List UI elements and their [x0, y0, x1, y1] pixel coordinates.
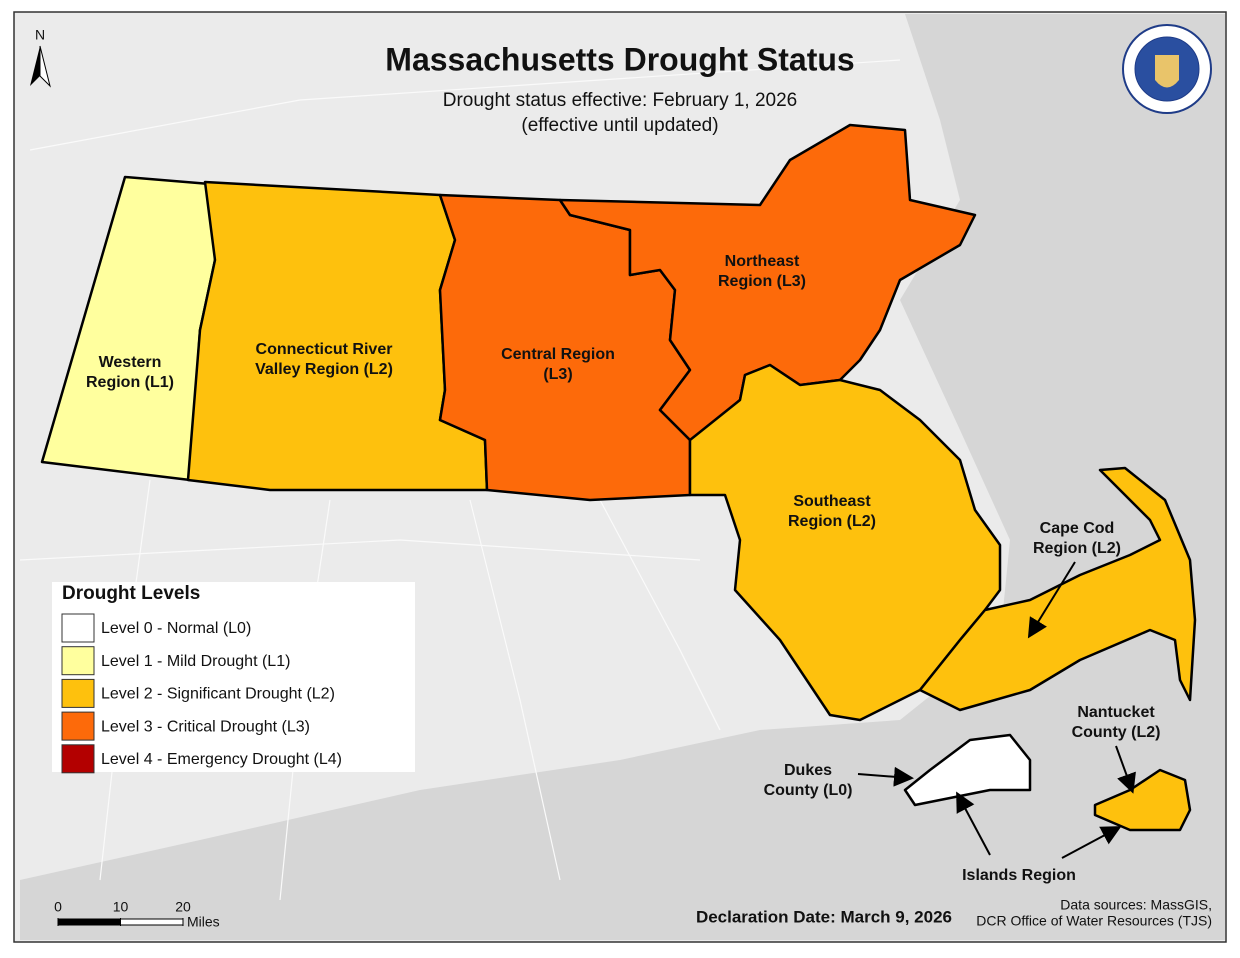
- region-label: Dukes: [784, 762, 832, 779]
- subtitle: (effective until updated): [521, 115, 718, 136]
- legend-label: Level 1 - Mild Drought (L1): [101, 653, 290, 670]
- arrow: [1061, 826, 1122, 859]
- region-label: Valley Region (L2): [255, 361, 393, 378]
- region-label: Region (L2): [1033, 540, 1121, 557]
- scale-segment: [120, 918, 184, 926]
- legend-swatch: [61, 744, 95, 774]
- data-sources: DCR Office of Water Resources (TJS): [976, 913, 1212, 929]
- southeast-region: [688, 363, 1002, 722]
- legend-label: Level 4 - Emergency Drought (L4): [101, 751, 342, 768]
- dukes-county: [903, 733, 1032, 807]
- region-label: Region (L1): [86, 374, 174, 391]
- scale-tick-label: 0: [54, 899, 62, 915]
- arrow: [857, 766, 914, 787]
- state-seal: [1122, 24, 1212, 114]
- legend-label: Level 0 - Normal (L0): [101, 620, 251, 637]
- region-label: Western: [99, 354, 162, 371]
- title: Massachusetts Drought Status: [385, 41, 854, 77]
- legend-label: Level 3 - Critical Drought (L3): [101, 718, 310, 735]
- legend-label: Level 2 - Significant Drought (L2): [101, 686, 335, 703]
- region-label: Region (L2): [788, 513, 876, 530]
- region-label: Nantucket: [1077, 704, 1155, 721]
- subtitle: Drought status effective: February 1, 20…: [443, 90, 798, 111]
- arrow: [956, 791, 991, 856]
- legend-swatch: [61, 646, 95, 676]
- scale-segment: [57, 918, 121, 926]
- region-label: Central Region: [501, 346, 615, 363]
- region-label: (L3): [543, 366, 572, 383]
- arrow: [1027, 561, 1076, 639]
- legend-swatch: [61, 678, 95, 708]
- islands-label: Islands Region: [962, 867, 1076, 884]
- data-sources: Data sources: MassGIS,: [1060, 897, 1212, 913]
- arrow: [1115, 745, 1136, 794]
- north-arrow: [39, 45, 51, 88]
- region-label: Connecticut River: [256, 341, 393, 358]
- region-label: Southeast: [793, 493, 871, 510]
- scale-tick-label: 20: [175, 899, 191, 915]
- legend-box: [52, 582, 415, 772]
- region-label: Region (L3): [718, 273, 806, 290]
- region-label: County (L0): [764, 782, 853, 799]
- nantucket-county: [1093, 768, 1192, 832]
- scale-tick-label: 10: [113, 899, 129, 915]
- north-label: N: [35, 27, 45, 43]
- region-label: County (L2): [1072, 724, 1161, 741]
- legend-swatch: [61, 613, 95, 643]
- declaration-date: Declaration Date: March 9, 2026: [696, 907, 952, 926]
- ocean: [20, 14, 1225, 940]
- scale-unit: Miles: [187, 914, 220, 930]
- legend-swatch: [61, 711, 95, 741]
- legend-title: Drought Levels: [62, 583, 200, 604]
- region-label: Cape Cod: [1040, 520, 1115, 537]
- north-arrow: [30, 46, 40, 86]
- background-roads: [19, 59, 901, 901]
- region-label: Northeast: [725, 253, 800, 270]
